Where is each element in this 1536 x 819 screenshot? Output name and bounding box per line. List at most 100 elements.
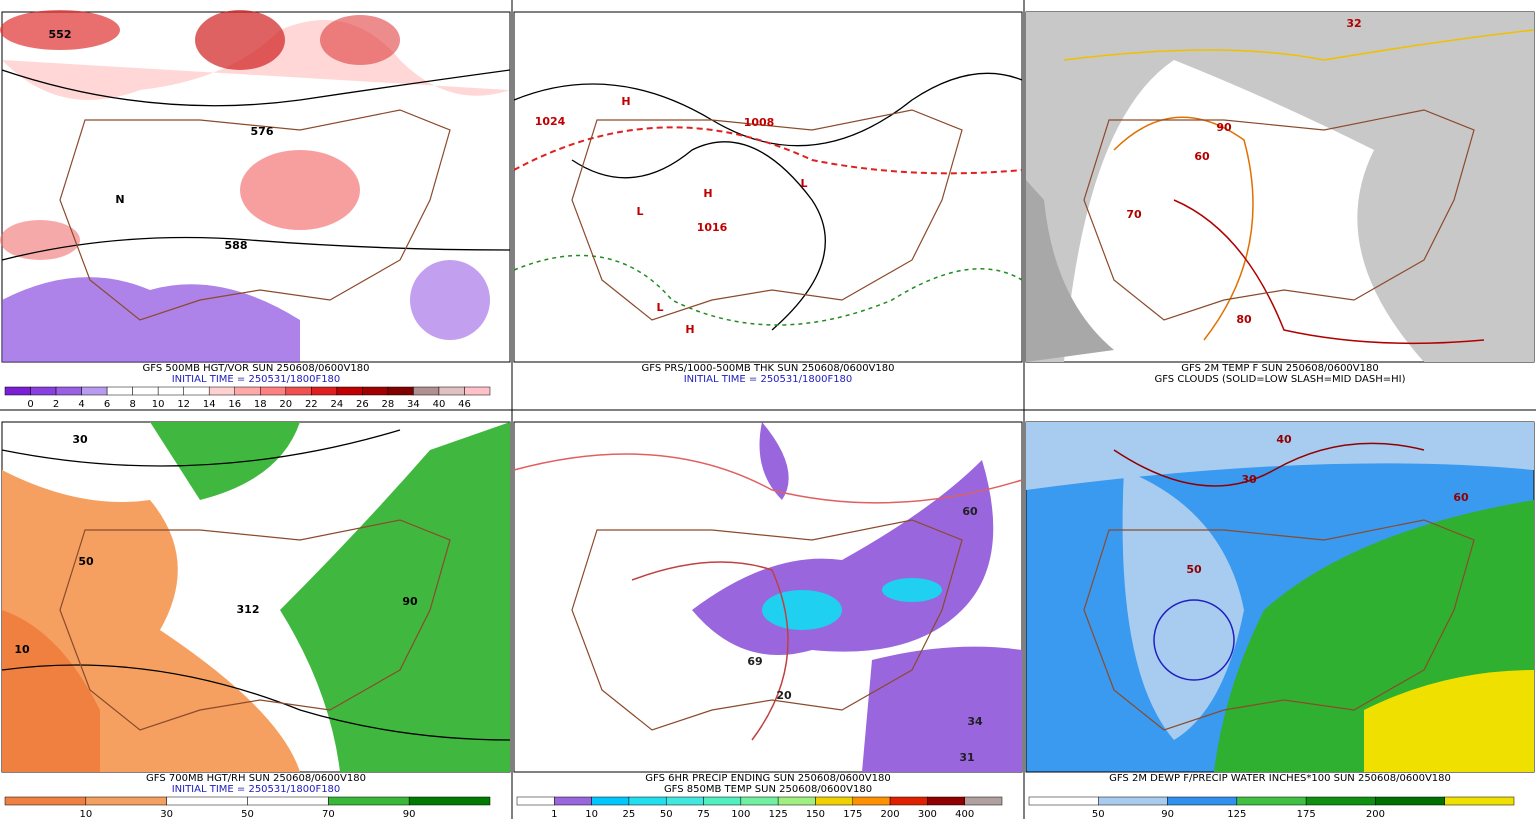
colorbar-label: 6 xyxy=(104,399,110,410)
caption: GFS 6HR PRECIP ENDING SUN 250608/0600V18… xyxy=(645,773,890,784)
coastline xyxy=(1083,519,1475,731)
colorbar-swatch xyxy=(554,796,592,806)
colorbar-swatch xyxy=(1028,796,1099,806)
dewpoint-contour xyxy=(1153,599,1235,681)
caption: INITIAL TIME = 250531/1800F180 xyxy=(172,374,341,385)
map-label: N xyxy=(115,193,124,206)
colorbar-label: 0 xyxy=(27,399,33,410)
coastline xyxy=(571,109,963,321)
colorbar-label: 20 xyxy=(279,399,292,410)
colorbar-swatch xyxy=(628,796,667,806)
precip-area xyxy=(882,578,942,602)
temperature-contour xyxy=(631,561,789,741)
map-label: 90 xyxy=(1216,121,1232,134)
colorbar-swatch xyxy=(927,796,965,806)
map-label: H xyxy=(685,323,694,336)
colorbar-swatch xyxy=(387,386,414,396)
colorbar-label: 50 xyxy=(241,809,254,819)
colorbar-swatch xyxy=(85,796,167,806)
colorbar-swatch xyxy=(1375,796,1445,806)
map-label: 1008 xyxy=(744,116,775,129)
colorbar-label: 125 xyxy=(769,809,788,819)
caption: GFS 850MB TEMP SUN 250608/0600V180 xyxy=(664,784,872,795)
caption: INITIAL TIME = 250531/1800F180 xyxy=(172,784,341,795)
colorbar-label: 30 xyxy=(160,809,173,819)
colorbar-label: 125 xyxy=(1227,809,1246,819)
map-label: 576 xyxy=(251,125,274,138)
height-contour xyxy=(1,236,511,261)
map-label: H xyxy=(621,95,630,108)
map-label: 552 xyxy=(49,28,72,41)
map-label: L xyxy=(636,205,643,218)
colorbar-label: 50 xyxy=(1092,809,1105,819)
map-label: 60 xyxy=(1453,491,1469,504)
vorticity-area xyxy=(410,260,490,340)
colorbar-swatch xyxy=(1167,796,1238,806)
colorbar-swatch xyxy=(157,386,184,396)
colorbar-swatch xyxy=(408,796,491,806)
map-label: 588 xyxy=(225,239,248,252)
colorbar-label: 16 xyxy=(228,399,241,410)
vorticity-area xyxy=(2,277,300,362)
temperature-contour xyxy=(1113,116,1254,341)
colorbar-label: 90 xyxy=(1161,809,1174,819)
colorbar-label: 46 xyxy=(458,399,471,410)
colorbar-swatch xyxy=(328,796,410,806)
colorbar-swatch xyxy=(106,386,133,396)
coastline xyxy=(59,109,451,321)
map-label: 69 xyxy=(747,655,762,668)
map-label: 80 xyxy=(1236,313,1252,326)
map-label: 90 xyxy=(402,595,418,608)
colorbar-swatch xyxy=(166,796,248,806)
colorbar-swatch xyxy=(208,386,235,396)
humidity-area xyxy=(2,610,100,772)
colorbar-swatch xyxy=(234,386,261,396)
map-label: 1016 xyxy=(697,221,728,234)
temperature-contour xyxy=(513,453,1023,504)
colorbar-swatch xyxy=(4,796,87,806)
colorbar-label: 26 xyxy=(356,399,369,410)
coastline xyxy=(59,519,451,731)
thickness-contour xyxy=(513,254,1023,326)
colorbar-swatch xyxy=(964,796,1003,806)
colorbar-swatch xyxy=(247,796,329,806)
humidity-area xyxy=(150,422,300,500)
map-label: 32 xyxy=(1346,17,1361,30)
colorbar-label: 150 xyxy=(806,809,825,819)
temperature-contour xyxy=(1173,199,1485,345)
height-contour xyxy=(1,429,401,467)
panel: 30 40 60 50 GFS 2M DEWP F/PRECIP WATER INCHE… xyxy=(1025,421,1535,819)
coastline xyxy=(571,519,963,731)
caption: GFS CLOUDS (SOLID=LOW SLASH=MID DASH=HI) xyxy=(1154,374,1405,385)
map-label: 40 xyxy=(1276,433,1292,446)
dewpoint-contour xyxy=(1113,442,1425,487)
precip-area xyxy=(759,422,789,500)
caption: INITIAL TIME = 250531/1800F180 xyxy=(684,374,853,385)
cloud-area xyxy=(1026,180,1114,362)
colorbar-swatch xyxy=(665,796,704,806)
temperature-contour xyxy=(1063,29,1535,61)
colorbar-swatch xyxy=(1305,796,1376,806)
map-label: 50 xyxy=(78,555,94,568)
colorbar-swatch xyxy=(889,796,928,806)
colorbar-label: 24 xyxy=(330,399,343,410)
colorbar-label: 34 xyxy=(407,399,420,410)
moisture-area xyxy=(1364,670,1534,772)
map-label: L xyxy=(800,177,807,190)
map-label: 31 xyxy=(959,751,974,764)
thickness-contour xyxy=(513,126,1023,175)
colorbar-label: 10 xyxy=(585,809,598,819)
height-contour xyxy=(1,69,511,107)
vorticity-area xyxy=(240,150,360,230)
colorbar-swatch xyxy=(1444,796,1515,806)
colorbar-label: 4 xyxy=(78,399,84,410)
colorbar-label: 175 xyxy=(843,809,862,819)
colorbar-label: 22 xyxy=(305,399,318,410)
colorbar-swatch xyxy=(1098,796,1168,806)
colorbar-label: 50 xyxy=(660,809,673,819)
map-label: 50 xyxy=(1186,563,1202,576)
colorbar-swatch xyxy=(81,386,108,396)
panel: 552 576 588 N GFS 500MB HGT/VOR SUN 250608/0… xyxy=(0,10,511,410)
colorbar-swatch xyxy=(362,386,389,396)
colorbar-swatch xyxy=(260,386,287,396)
